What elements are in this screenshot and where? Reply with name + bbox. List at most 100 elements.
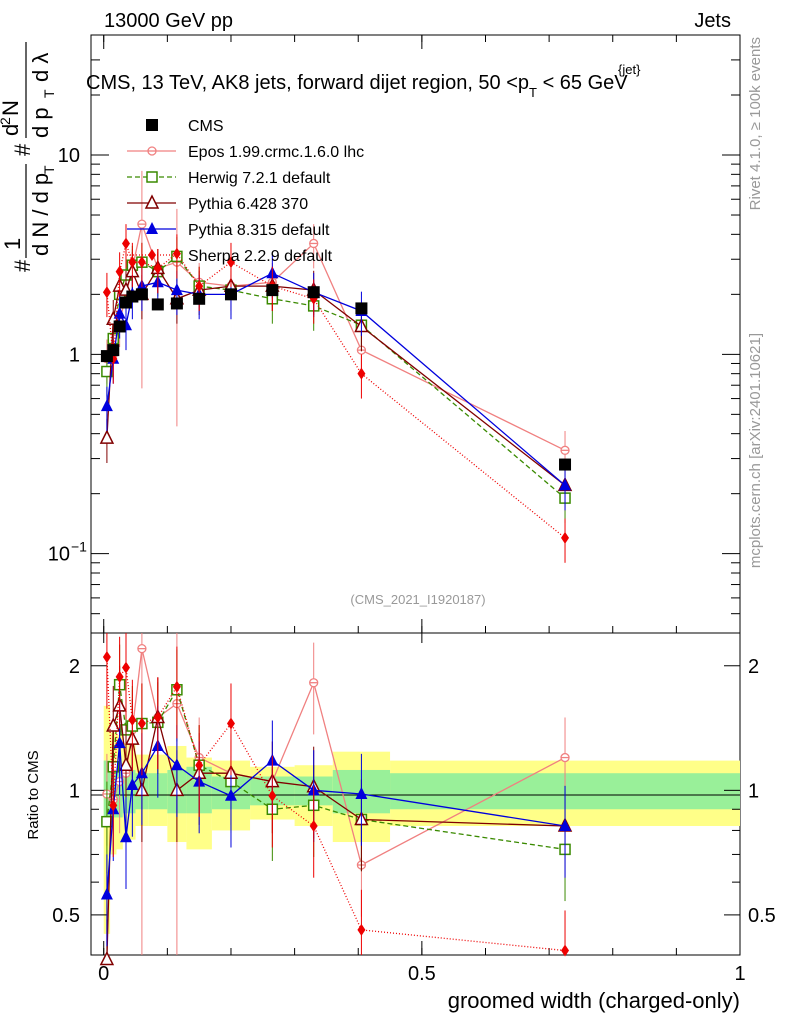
ratio-tick-label: 1 — [69, 780, 80, 802]
series-sherpa-point — [121, 237, 130, 250]
cms-data-point — [119, 296, 132, 309]
header-right: Jets — [694, 10, 731, 32]
x-tick-label: 0.5 — [408, 963, 436, 985]
side-label-mcplots: mcplots.cern.ch [arXiv:2401.10621] — [747, 333, 764, 568]
x-tick-label: 0 — [98, 963, 109, 985]
legend-label: Herwig 7.2.1 default — [188, 170, 331, 187]
legend-label: Epos 1.99.crmc.1.6.0 lhc — [188, 144, 364, 161]
y-axis-label: # 1 d N / d p T # d 2 N d p T d λ — [0, 42, 57, 272]
series-sherpa-point — [226, 256, 235, 269]
series-sherpa-point — [357, 367, 366, 380]
cms-data-point — [559, 458, 572, 471]
series-pythia-ratio-point — [106, 717, 121, 732]
cms-data-point — [107, 344, 120, 357]
y-tick-label-exponent: −1 — [71, 539, 87, 555]
cms-data-point — [193, 292, 206, 305]
series-pythia-ratio-point — [224, 788, 237, 801]
cms-data-point — [151, 298, 164, 311]
series-sherpa-ratio-point — [226, 717, 235, 730]
ratio-series — [99, 633, 573, 966]
cms-data-point — [135, 288, 148, 301]
legend-marker — [148, 249, 156, 261]
series-sherpa-ratio-point — [172, 680, 181, 693]
legend-label: CMS — [188, 118, 224, 135]
main-series — [99, 170, 573, 563]
series-sherpa-ratio-point — [268, 789, 277, 802]
series-pythia-point — [100, 399, 113, 412]
ratio-tick-label-right: 0.5 — [748, 905, 776, 927]
series-sherpa-point — [153, 262, 162, 275]
series-pythia-point — [99, 429, 115, 444]
cms-data-point — [113, 320, 126, 333]
series-sherpa-ratio-point — [137, 717, 146, 730]
series-sherpa-ratio-point — [357, 923, 366, 936]
title-sup: {jet} — [618, 62, 641, 77]
ylabel-dp: d p — [28, 107, 53, 138]
series-pythia-ratio-point — [99, 950, 115, 966]
ylabel-hash-2: # — [10, 143, 35, 156]
cms-data-point — [355, 302, 368, 315]
legend-marker — [146, 171, 158, 183]
series-pythia-point — [113, 306, 126, 319]
ratio-tick-label: 0.5 — [52, 905, 80, 927]
chart-title: CMS, 13 TeV, AK8 jets, forward dijet reg… — [86, 62, 641, 100]
legend-marker — [146, 119, 158, 131]
series-cms-data — [100, 284, 572, 471]
ylabel-dlambda: d λ — [28, 53, 53, 82]
series-sherpa-point — [172, 247, 181, 260]
series-pythia-ratio-point — [170, 758, 183, 771]
svg-text:CMS, 13 TeV, AK8 jets, forward: CMS, 13 TeV, AK8 jets, forward dijet reg… — [86, 72, 628, 100]
series-pythia-ratio-point — [559, 818, 572, 831]
legend: CMS Epos 1.99.crmc.1.6.0 lhc Herwig 7.2.1 … — [127, 118, 364, 265]
series-sherpa-point — [102, 286, 111, 299]
title-sub: T — [529, 85, 537, 100]
ylabel-N: N — [0, 100, 23, 116]
cms-data-point — [224, 288, 237, 301]
legend-marker — [146, 222, 158, 234]
series-sherpa-point — [137, 256, 146, 269]
series-pythia-point — [170, 283, 183, 296]
ylabel-hash: # — [10, 259, 35, 272]
series-sherpa-point — [195, 280, 204, 293]
series-sherpa-ratio — [102, 633, 570, 957]
series-sherpa-ratio-point — [561, 944, 570, 957]
ylabel-d2N: d — [0, 124, 23, 136]
series-pythia-point — [559, 478, 572, 491]
series-sherpa-point — [561, 531, 570, 544]
series-sherpa-line — [106, 241, 566, 539]
x-axis-label: groomed width (charged-only) — [448, 988, 740, 1013]
ylabel-sup2: 2 — [0, 117, 13, 125]
y-tick-label: 10 — [58, 145, 80, 167]
series-pythia-ratio-point — [113, 736, 126, 749]
series-herwig-ratio-line — [106, 684, 566, 851]
header-left: 13000 GeV pp — [104, 10, 233, 32]
series-pythia-ratio-point — [355, 786, 368, 799]
legend-label: Pythia 8.315 default — [188, 222, 330, 239]
ratio-tick-label: 2 — [69, 656, 80, 678]
ylabel-one: 1 — [0, 238, 25, 250]
series-sherpa-ratio-point — [115, 670, 124, 683]
cms-data-point — [307, 286, 320, 299]
cms-data-point — [126, 290, 139, 303]
cms-data-point — [266, 284, 279, 297]
series-sherpa-ratio-point — [128, 713, 137, 726]
y-tick-label: 10 — [48, 544, 70, 566]
legend-marker — [144, 194, 160, 209]
series-sherpa-ratio-point — [102, 650, 111, 663]
series-pythia-ratio-point — [126, 778, 139, 791]
ratio-y-label: Ratio to CMS — [25, 750, 42, 839]
ratio-tick-label-right: 2 — [748, 656, 759, 678]
ylabel-subscript: T — [41, 165, 57, 174]
series-pythia-ratio-point — [100, 887, 113, 900]
series-sherpa — [102, 224, 570, 563]
series-sherpa-ratio-point — [153, 711, 162, 724]
side-label-rivet: Rivet 4.1.0, ≥ 100k events — [747, 37, 764, 210]
legend-label: Pythia 6.428 370 — [188, 196, 308, 213]
series-pythia-ratio-point — [119, 830, 132, 843]
title-main: CMS, 13 TeV, AK8 jets, forward dijet reg… — [86, 72, 529, 94]
cms-data-point — [170, 297, 183, 310]
series-sherpa-ratio-point — [121, 661, 130, 674]
series-herwig — [101, 237, 571, 524]
